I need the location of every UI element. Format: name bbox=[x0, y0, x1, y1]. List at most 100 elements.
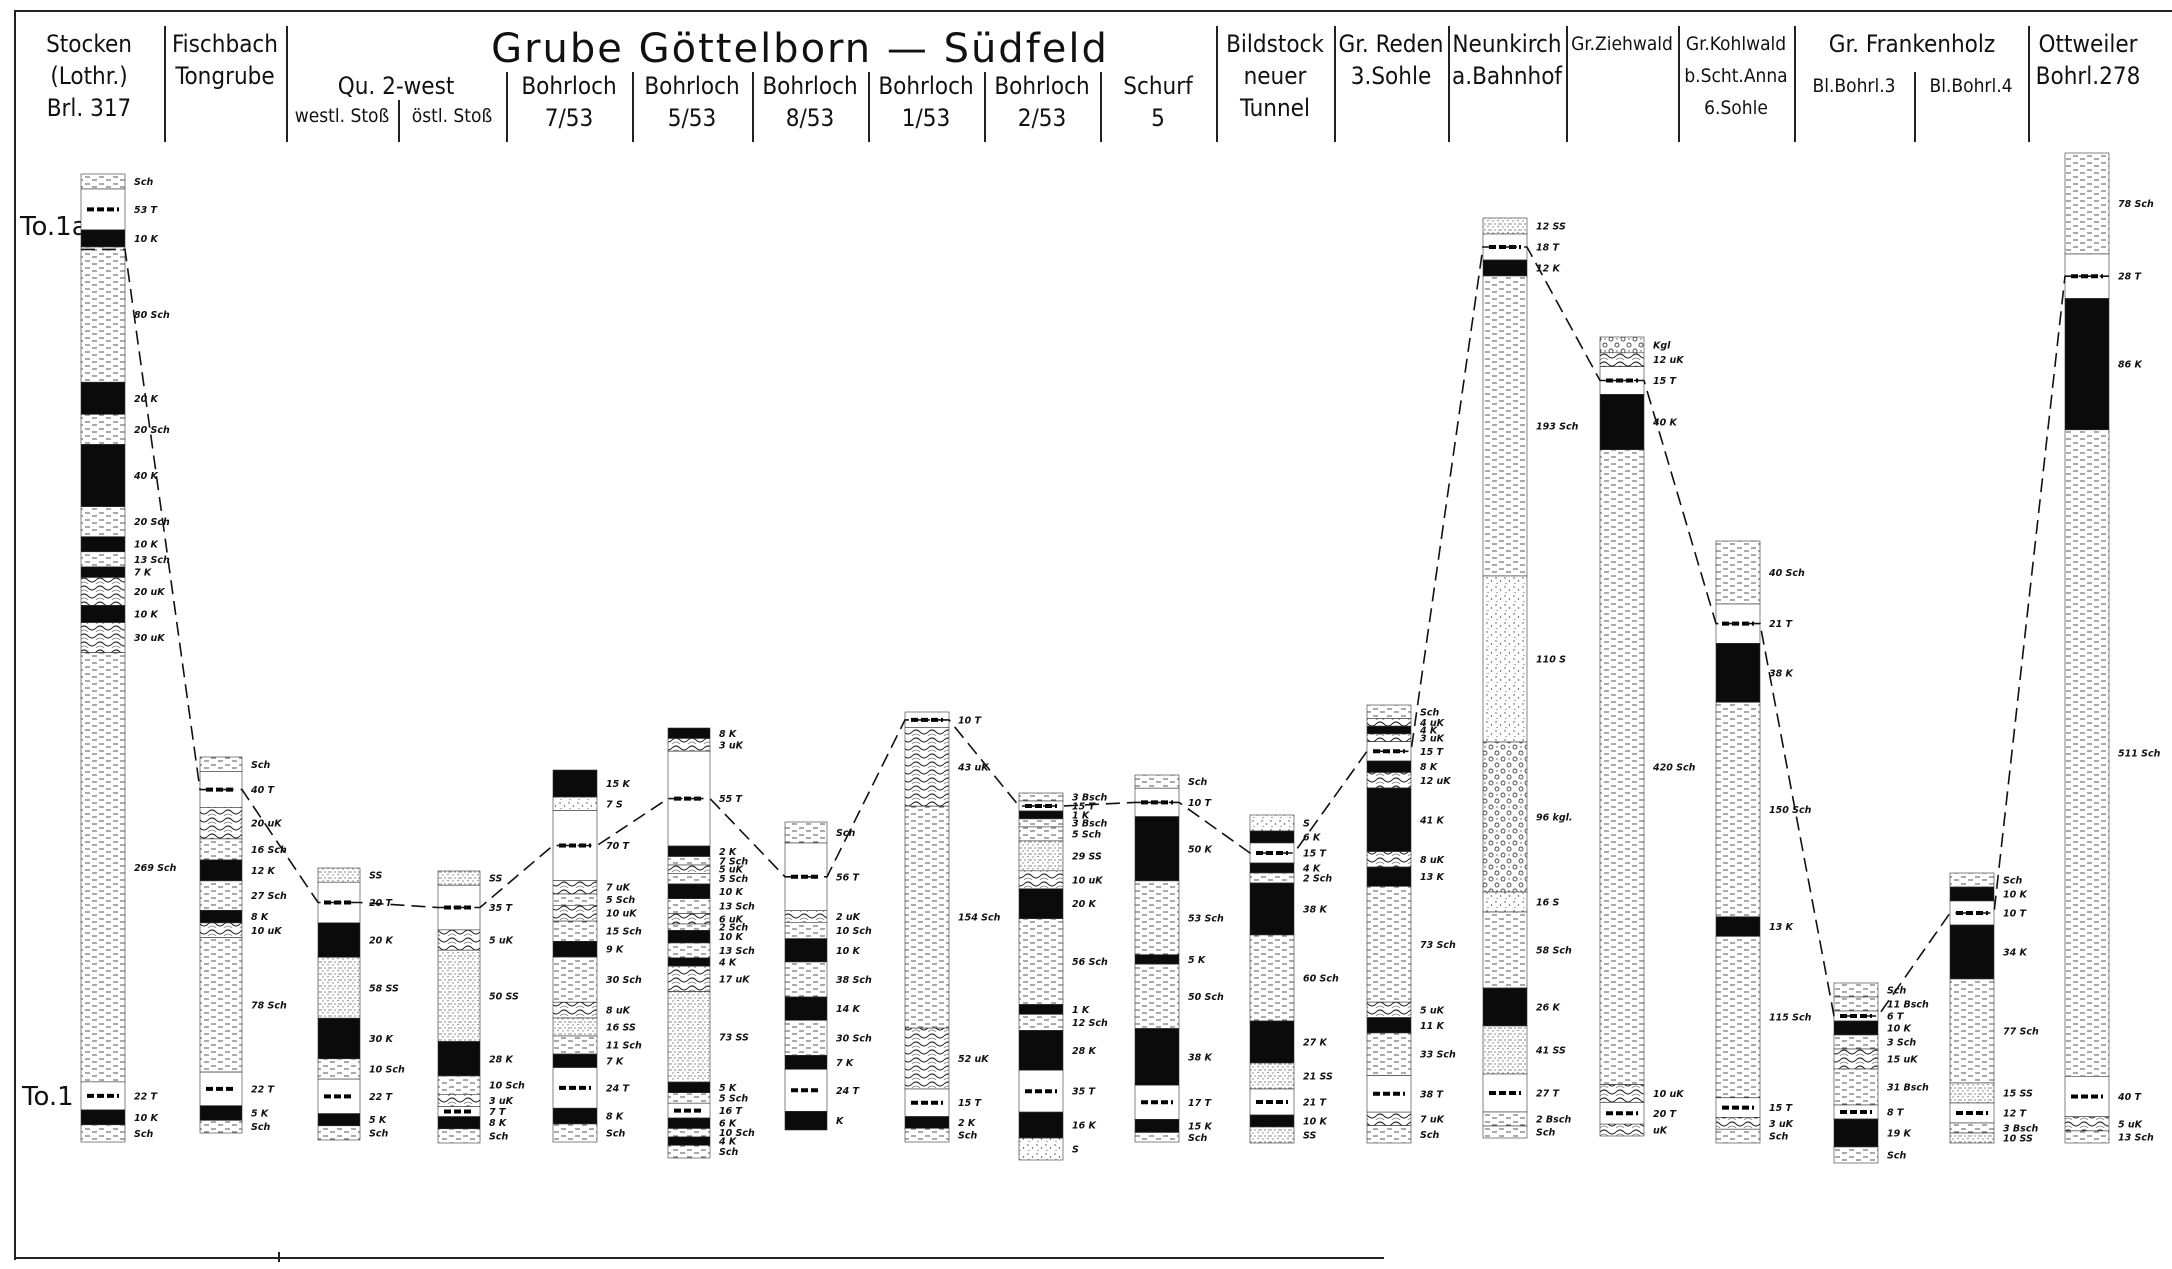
layer-label: 55 T bbox=[719, 794, 744, 805]
layer-label: 10 T bbox=[1188, 798, 1213, 809]
header-separator bbox=[1566, 26, 1568, 142]
layer-sch bbox=[552, 1035, 598, 1055]
layer-label: 1 K bbox=[1072, 810, 1090, 821]
layer-label: 38 Sch bbox=[836, 975, 872, 986]
layer-sch bbox=[667, 923, 711, 931]
layer-label: 8 T bbox=[1887, 1108, 1905, 1119]
header-line: b.Scht.Anna bbox=[1684, 65, 1788, 87]
header-kohlwald: Gr.Kohlwald b.Scht.Anna 6.Sohle bbox=[1678, 28, 1794, 124]
layer-label: Sch bbox=[1887, 1151, 1906, 1162]
section-ost-stoss: SS 35 T 5 uK 50 SS 28 K 10 Sch 3 uK7 T8 K Sch bbox=[437, 870, 525, 1144]
layer-sch bbox=[784, 1019, 828, 1056]
layer-sch bbox=[1366, 1032, 1412, 1076]
layer-label: 8 K bbox=[489, 1118, 507, 1129]
layer-sch bbox=[2064, 152, 2110, 255]
layer-label: Sch bbox=[1188, 1133, 1207, 1144]
layer-label: 4 K bbox=[718, 958, 737, 969]
layer-label: 8 uK bbox=[606, 1006, 631, 1017]
layer-sch bbox=[1018, 918, 1064, 1005]
header-separator bbox=[1914, 72, 1916, 142]
layer-uk bbox=[199, 807, 243, 840]
layer-label: 10 Sch bbox=[836, 926, 872, 937]
layer-label: 11 Sch bbox=[606, 1041, 642, 1052]
layer-sch bbox=[437, 1128, 481, 1144]
layer-label: 7 K bbox=[836, 1058, 854, 1069]
layer-k bbox=[1366, 760, 1412, 773]
layer-ss bbox=[667, 991, 711, 1083]
layer-label: Sch bbox=[719, 1147, 738, 1158]
layer-label: 420 Sch bbox=[1652, 763, 1696, 774]
layer-uk bbox=[784, 910, 828, 923]
ref-label-lower: To.1 bbox=[22, 1082, 74, 1112]
layer-label: 35 T bbox=[489, 903, 514, 914]
layer-label: 50 Sch bbox=[1188, 992, 1224, 1003]
layer-sch bbox=[667, 873, 711, 885]
layer-sch bbox=[199, 1120, 243, 1134]
layer-label: 3 uK bbox=[719, 740, 744, 751]
ref-label-upper: To.1a bbox=[20, 212, 88, 242]
layer-label: 12 K bbox=[1536, 264, 1561, 275]
layer-k bbox=[784, 1111, 828, 1131]
layer-label: 20 K bbox=[369, 936, 394, 947]
layer-label: 7 T bbox=[489, 1107, 507, 1118]
section-kohlwald: 40 Sch 21 T 38 K 150 Sch 13 K 115 Sch 15 T 3 uK… bbox=[1715, 540, 1812, 1144]
layer-label: 4 K bbox=[1302, 864, 1321, 875]
header-ziehwald: Gr.Ziehwald bbox=[1566, 28, 1678, 60]
layer-ss bbox=[1949, 1132, 1995, 1144]
layer-label: 6 K bbox=[719, 1119, 737, 1130]
layer-label: Sch bbox=[1887, 986, 1906, 997]
layer-label: 9 K bbox=[606, 945, 624, 956]
layer-sch bbox=[80, 506, 126, 538]
layer-label: Sch bbox=[958, 1131, 977, 1142]
layer-label: 40 T bbox=[250, 785, 276, 796]
layer-sch bbox=[1018, 1014, 1064, 1031]
layer-sch bbox=[904, 1128, 950, 1143]
layer-sch bbox=[1833, 1068, 1879, 1106]
layer-label: 86 K bbox=[2118, 360, 2143, 371]
layer-uk bbox=[437, 1094, 481, 1107]
layer-k bbox=[667, 727, 711, 739]
header-bohr253: Bohrloch 2/53 bbox=[984, 70, 1100, 134]
layer-sch bbox=[1482, 1125, 1528, 1139]
layer-sch bbox=[199, 937, 243, 1073]
header-separator bbox=[868, 72, 870, 142]
layer-label: 3 Sch bbox=[1887, 1038, 1916, 1049]
layer-uk bbox=[1599, 352, 1645, 367]
layer-label: SS bbox=[1303, 1131, 1317, 1142]
layer-k bbox=[1249, 830, 1295, 844]
layer-label: 60 Sch bbox=[1303, 974, 1339, 985]
layer-sch bbox=[1949, 872, 1995, 888]
layer-label: 2 Bsch bbox=[1536, 1115, 1571, 1126]
layer-label: 40 Sch bbox=[1768, 568, 1805, 579]
layer-label: 5 K bbox=[251, 1109, 269, 1120]
layer-label: 6 T bbox=[1887, 1012, 1905, 1023]
layer-sch bbox=[199, 838, 243, 861]
layer-label: 56 Sch bbox=[1072, 957, 1108, 968]
layer-label: 20 Sch bbox=[134, 517, 170, 528]
layer-label: 12 uK bbox=[1420, 776, 1451, 787]
layer-uk bbox=[80, 577, 126, 606]
bottom-rule bbox=[14, 1257, 1384, 1259]
layer-label: 15 T bbox=[958, 1098, 983, 1109]
layer-label: 10 K bbox=[134, 1113, 159, 1124]
layer-label: 16 T bbox=[719, 1106, 744, 1117]
layer-sch bbox=[80, 246, 126, 383]
layer-label: 2 Sch bbox=[719, 923, 748, 934]
layer-sch bbox=[437, 1075, 481, 1095]
layer-label: 14 K bbox=[836, 1004, 861, 1015]
layer-ss bbox=[317, 867, 361, 883]
layer-label: SS bbox=[489, 874, 503, 885]
layer-sch bbox=[1134, 963, 1180, 1029]
layer-label: 150 Sch bbox=[1769, 805, 1812, 816]
layer-uk bbox=[667, 864, 711, 874]
layer-k bbox=[317, 1017, 361, 1060]
bottom-tick bbox=[278, 1252, 280, 1262]
layer-uk bbox=[1833, 1048, 1879, 1070]
layer-k bbox=[80, 605, 126, 623]
header-line: östl. Stoß bbox=[411, 105, 493, 127]
layer-sch bbox=[1134, 1132, 1180, 1143]
header-separator bbox=[984, 72, 986, 142]
